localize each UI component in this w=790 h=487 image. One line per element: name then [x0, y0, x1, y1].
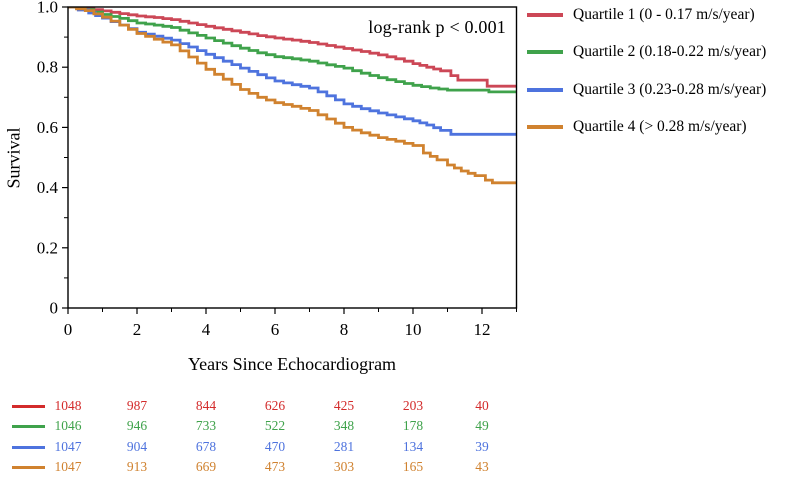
risk-row-dash-quartile-1-icon — [12, 405, 45, 408]
risk-count-quartile-1-year10: 203 — [402, 398, 424, 413]
survival-chart-plot: 0 2 4 6 8 10 12 0 0.2 0.4 0.6 0.8 1.0 — [37, 0, 518, 339]
x-tick-label: 6 — [271, 320, 280, 339]
risk-count-quartile-4-year0: 1047 — [54, 458, 82, 474]
risk-count-quartile-4-year6: 473 — [264, 458, 286, 474]
risk-row-dash-quartile-4-icon — [12, 465, 45, 469]
risk-count-quartile-4-year8: 303 — [333, 458, 355, 474]
risk-count-quartile-2-year0: 1046 — [54, 418, 82, 434]
risk-count-quartile-3-year10: 134 — [402, 438, 424, 454]
risk-row-quartile-2: 1046 946 733 522 348 178 49 — [0, 416, 520, 436]
risk-count-quartile-3-year6: 470 — [264, 438, 286, 454]
x-tick-label: 8 — [340, 320, 349, 339]
risk-count-quartile-3-year2: 904 — [126, 438, 148, 454]
y-tick-label: 0.2 — [37, 238, 58, 257]
risk-count-quartile-3-year12: 39 — [475, 438, 489, 454]
y-tick-label: 0.6 — [37, 118, 58, 137]
y-tick-label: 0.8 — [37, 58, 58, 77]
risk-count-quartile-1-year2: 987 — [126, 398, 148, 413]
plot-frame — [67, 6, 518, 309]
x-tick-label: 4 — [202, 320, 211, 339]
risk-count-quartile-3-year0: 1047 — [54, 438, 82, 454]
risk-count-quartile-2-year4: 733 — [195, 418, 217, 434]
legend-label-quartile-1: Quartile 1 (0 - 0.17 m/s/year) — [573, 6, 755, 23]
y-tick-label: 1.0 — [37, 0, 58, 17]
risk-count-quartile-3-year4: 678 — [195, 438, 217, 454]
risk-row-dash-quartile-2-icon — [12, 425, 45, 429]
legend-item-quartile-4: Quartile 4 (> 0.28 m/s/year) — [527, 116, 747, 138]
survival-curve-quartile-4 — [68, 7, 517, 185]
x-tick-label: 0 — [64, 320, 73, 339]
risk-row-quartile-1: 1048 987 844 626 425 203 40 — [0, 396, 520, 416]
risk-row-dash-quartile-3-icon — [12, 445, 45, 449]
log-rank-annotation: log-rank p < 0.001 — [368, 17, 506, 37]
legend-item-quartile-1: Quartile 1 (0 - 0.17 m/s/year) — [527, 4, 755, 26]
risk-count-quartile-2-year6: 522 — [264, 418, 286, 434]
y-axis-label: Survival — [3, 127, 24, 189]
y-tick-label: 0 — [50, 299, 59, 318]
risk-count-quartile-4-year10: 165 — [402, 458, 424, 474]
legend-label-quartile-4: Quartile 4 (> 0.28 m/s/year) — [573, 118, 747, 135]
x-tick-label: 2 — [133, 320, 142, 339]
risk-count-quartile-2-year10: 178 — [402, 418, 424, 434]
x-tick-label: 12 — [474, 320, 491, 339]
legend-label-quartile-3: Quartile 3 (0.23-0.28 m/s/year) — [573, 81, 767, 98]
legend-swatch-quartile-3-icon — [527, 88, 563, 92]
legend-swatch-quartile-1-icon — [527, 13, 563, 17]
legend-item-quartile-3: Quartile 3 (0.23-0.28 m/s/year) — [527, 79, 766, 101]
survival-curve-quartile-2 — [68, 7, 517, 94]
risk-count-quartile-2-year8: 348 — [333, 418, 355, 434]
risk-count-quartile-1-year6: 626 — [264, 398, 286, 413]
legend-swatch-quartile-4-icon — [527, 125, 563, 129]
x-tick-label: 10 — [405, 320, 422, 339]
risk-row-quartile-3: 1047 904 678 470 281 134 39 — [0, 437, 520, 457]
risk-count-quartile-4-year12: 43 — [475, 458, 489, 474]
risk-count-quartile-1-year8: 425 — [333, 398, 355, 413]
risk-count-quartile-1-year12: 40 — [475, 398, 489, 413]
legend-swatch-quartile-2-icon — [527, 50, 563, 54]
risk-count-quartile-1-year0: 1048 — [54, 398, 82, 413]
legend-label-quartile-2: Quartile 2 (0.18-0.22 m/s/year) — [573, 43, 767, 60]
risk-count-quartile-3-year8: 281 — [333, 438, 355, 454]
x-axis-label: Years Since Echocardiogram — [187, 354, 397, 374]
risk-count-quartile-4-year4: 669 — [195, 458, 217, 474]
risk-count-quartile-4-year2: 913 — [126, 458, 148, 474]
risk-count-quartile-1-year4: 844 — [195, 398, 217, 413]
risk-count-quartile-2-year2: 946 — [126, 418, 148, 434]
y-tick-label: 0.4 — [37, 178, 59, 197]
survival-curve-quartile-1 — [68, 7, 517, 88]
legend-item-quartile-2: Quartile 2 (0.18-0.22 m/s/year) — [527, 41, 766, 63]
risk-count-quartile-2-year12: 49 — [475, 418, 489, 434]
risk-row-quartile-4: 1047 913 669 473 303 165 43 — [0, 457, 520, 477]
